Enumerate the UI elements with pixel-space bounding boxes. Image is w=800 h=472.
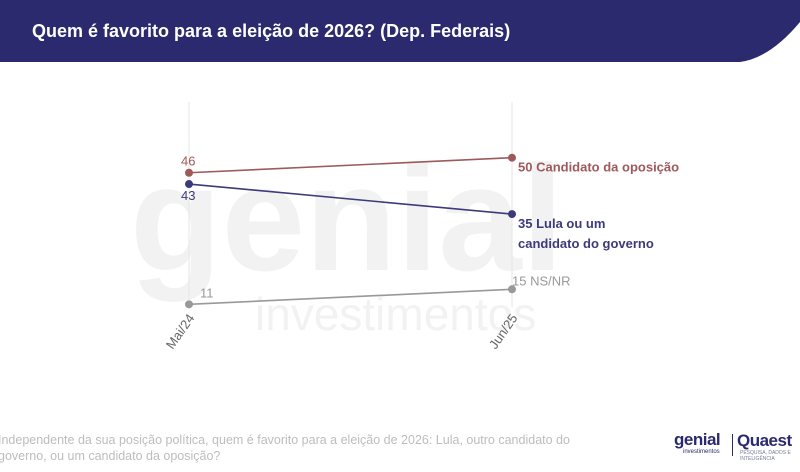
data-label: 46 (181, 154, 195, 169)
genial-logo: genial (674, 430, 721, 449)
page-title: Quem é favorito para a eleição de 2026? … (32, 21, 511, 41)
data-label: candidato do governo (518, 236, 654, 251)
data-point (185, 180, 193, 189)
series-line-0 (188, 156, 513, 174)
series-line-1 (188, 183, 513, 215)
line-chart: Mai/24 Jun/25 46 50 Candidato da oposição 43… (163, 102, 679, 352)
data-label: 50 Candidato da oposição (518, 160, 679, 175)
series-line-2 (188, 288, 513, 306)
data-label: 15 NS/NR (512, 273, 571, 288)
quaest-logo-subtitle: PESQUISA, DADOS E INTELIGÊNCIA (740, 450, 791, 462)
x-tick-label: Jun/25 (486, 311, 521, 352)
data-point (185, 300, 193, 309)
data-point (185, 168, 193, 177)
quaest-logo: Quaest (737, 431, 792, 450)
x-tick-label: Mai/24 (163, 311, 198, 352)
data-point (508, 153, 516, 162)
data-point (508, 285, 516, 294)
header-banner: Quem é favorito para a eleição de 2026? … (0, 0, 800, 62)
data-label: 35 Lula ou um (518, 216, 605, 231)
data-point (508, 210, 516, 219)
data-label: 43 (181, 188, 195, 203)
footnote: Independente da sua posição política, qu… (0, 433, 570, 463)
data-label: 11 (200, 285, 214, 300)
genial-logo-subtitle: investimentos (683, 449, 720, 455)
header-background (0, 0, 800, 62)
logo-group: genial investimentos Quaest PESQUISA, DA… (674, 430, 796, 464)
logo-separator (732, 434, 733, 456)
